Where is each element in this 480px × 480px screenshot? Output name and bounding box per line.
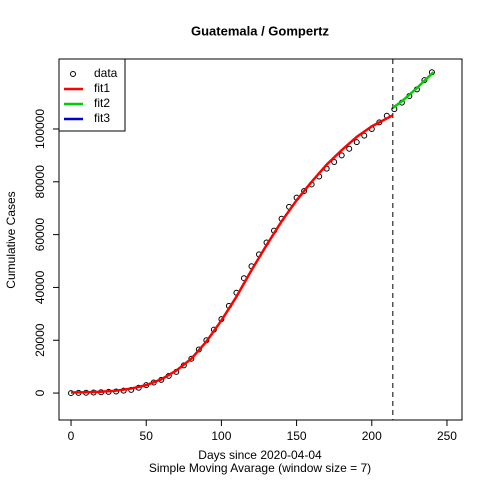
- x-tick-label: 200: [362, 429, 382, 443]
- x-tick-label: 150: [287, 429, 307, 443]
- data-point: [346, 145, 353, 152]
- legend-label: data: [94, 66, 118, 80]
- fit-line: [392, 71, 435, 109]
- chart-title: Guatemala / Gompertz: [191, 23, 329, 38]
- y-tick-label: 20000: [33, 323, 47, 357]
- legend-symbol: [70, 71, 76, 77]
- y-tick-label: 100000: [33, 109, 47, 149]
- y-tick-label: 80000: [33, 165, 47, 199]
- data-point: [331, 158, 338, 165]
- x-tick-label: 0: [68, 429, 75, 443]
- legend-label: fit2: [94, 96, 110, 110]
- legend-label: fit3: [94, 111, 110, 125]
- data-point: [353, 139, 360, 146]
- data-point: [301, 188, 308, 195]
- x-tick-label: 50: [140, 429, 154, 443]
- data-point: [188, 355, 195, 362]
- y-tick-label: 40000: [33, 270, 47, 304]
- x-tick-label: 250: [437, 429, 457, 443]
- x-tick-label: 100: [211, 429, 231, 443]
- x-axis-label: Days since 2020-04-04: [198, 448, 322, 462]
- data-point: [338, 152, 345, 159]
- y-tick-label: 0: [33, 389, 47, 396]
- legend-label: fit1: [94, 81, 110, 95]
- y-axis-label: Cumulative Cases: [4, 191, 18, 288]
- y-tick-label: 60000: [33, 218, 47, 252]
- subtitle: Simple Moving Avarage (window size = 7): [149, 461, 371, 475]
- fit-line: [71, 114, 394, 394]
